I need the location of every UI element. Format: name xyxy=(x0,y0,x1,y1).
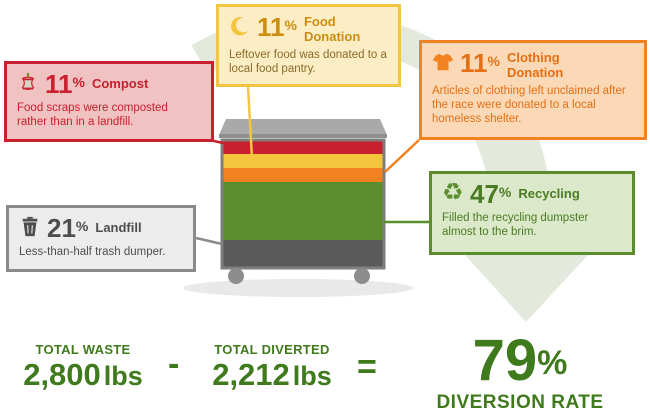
recycling-description: Filled the recycling dumpster almost to … xyxy=(442,212,589,238)
food-label-line2: Donation xyxy=(303,29,361,44)
diversion-rate-symbol: % xyxy=(537,344,568,382)
compost-label: Compost xyxy=(91,76,149,91)
dumpster-compost-band xyxy=(222,140,384,154)
recycle-icon: ♻ xyxy=(442,179,464,206)
food-percent: 11 xyxy=(257,12,285,42)
clothing-label-line2: Donation xyxy=(506,65,564,80)
total-waste-value: 2,800 xyxy=(23,357,101,392)
equals-sign: = xyxy=(357,348,377,386)
total-diverted-label: TOTAL DIVERTED xyxy=(214,342,330,357)
dumpster-landfill-band xyxy=(222,240,384,268)
trash-can-icon xyxy=(22,216,38,237)
recycling-label: Recycling xyxy=(518,186,580,201)
total-diverted-value: 2,212 xyxy=(212,357,290,392)
food-label-line1: Food xyxy=(303,14,336,29)
food-description: Leftover food was donated to a local foo… xyxy=(229,49,387,75)
clothing-donation-box: 11% Clothing Donation Articles of clothin… xyxy=(419,40,647,140)
clothing-percent: 11 xyxy=(460,48,488,78)
dumpster-recycling-band xyxy=(222,182,384,240)
diversion-rate-label: DIVERSION RATE xyxy=(436,392,604,413)
landfill-label: Landfill xyxy=(95,220,142,235)
food-donation-box: 11% Food Donation Leftover food was donat… xyxy=(216,4,401,87)
clothing-description: Articles of clothing left unclaimed afte… xyxy=(432,85,626,125)
total-diverted-unit: lbs xyxy=(292,361,332,391)
apple-core-icon xyxy=(21,72,35,90)
recycling-percent: 47 xyxy=(470,179,499,209)
compost-description: Food scraps were composted rather than i… xyxy=(17,102,168,128)
compost-box: 11% Compost Food scraps were composted r… xyxy=(4,61,214,142)
dumpster-clothing-band xyxy=(222,168,384,182)
compost-percent: 11 xyxy=(45,69,73,99)
tshirt-icon xyxy=(432,53,454,71)
landfill-box: 21% Landfill Less-than-half trash dumper… xyxy=(6,205,196,272)
landfill-percent: 21 xyxy=(47,213,76,243)
total-waste-label: TOTAL WASTE xyxy=(35,342,131,357)
landfill-description: Less-than-half trash dumper. xyxy=(19,246,166,258)
total-waste-unit: lbs xyxy=(103,361,143,391)
clothing-label-line1: Clothing xyxy=(506,50,560,65)
dumpster-food-band xyxy=(222,154,384,168)
total-diverted: TOTAL DIVERTED 2,212 lbs xyxy=(192,342,352,393)
recycling-box: ♻ 47% Recycling Filled the recycling dum… xyxy=(429,171,635,255)
total-waste: TOTAL WASTE 2,800 lbs xyxy=(8,342,158,393)
diversion-rate-value: 79 xyxy=(472,328,538,393)
minus-sign: - xyxy=(168,345,180,383)
diversion-rate: 79% DIVERSION RATE xyxy=(420,332,620,414)
crescent-moon-icon xyxy=(231,17,249,36)
